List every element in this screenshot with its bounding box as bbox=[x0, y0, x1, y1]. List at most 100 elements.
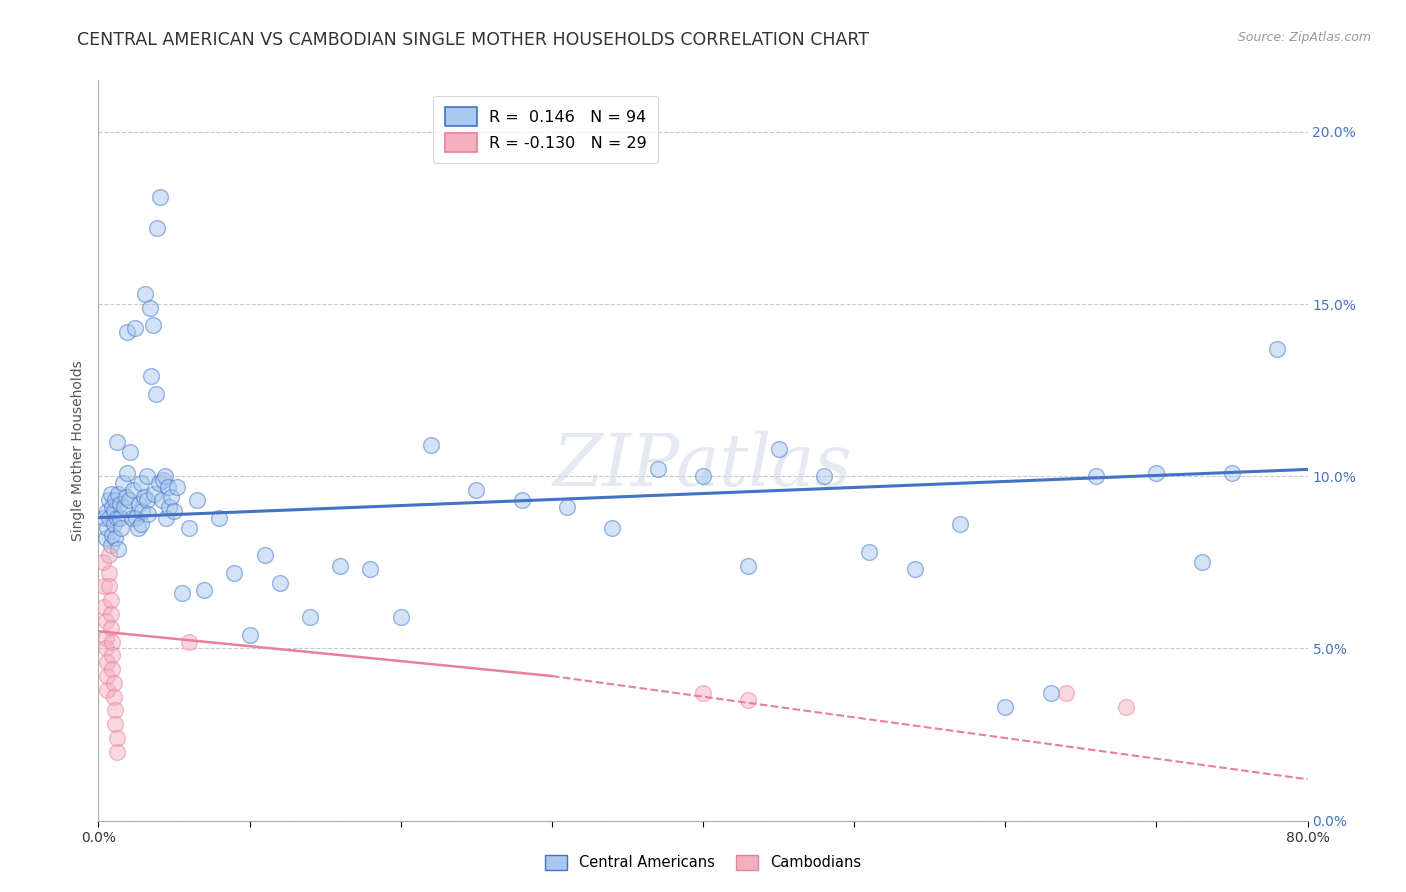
Point bbox=[127, 521, 149, 535]
Point bbox=[94, 531, 117, 545]
Legend: Central Americans, Cambodians: Central Americans, Cambodians bbox=[538, 848, 868, 876]
Point bbox=[96, 682, 118, 697]
Point bbox=[269, 576, 291, 591]
Point bbox=[100, 621, 122, 635]
Point bbox=[108, 497, 131, 511]
Point bbox=[121, 510, 143, 524]
Point bbox=[98, 493, 121, 508]
Point bbox=[96, 669, 118, 683]
Point bbox=[105, 745, 128, 759]
Point bbox=[125, 510, 148, 524]
Point bbox=[166, 480, 188, 494]
Point bbox=[465, 483, 488, 497]
Point bbox=[737, 558, 759, 573]
Point bbox=[104, 531, 127, 545]
Point bbox=[179, 521, 201, 535]
Point bbox=[111, 476, 134, 491]
Point bbox=[142, 318, 165, 332]
Legend: R =  0.146   N = 94, R = -0.130   N = 29: R = 0.146 N = 94, R = -0.130 N = 29 bbox=[433, 95, 658, 163]
Point bbox=[93, 510, 115, 524]
Point bbox=[135, 493, 157, 508]
Point bbox=[131, 504, 153, 518]
Point bbox=[179, 634, 201, 648]
Point bbox=[153, 469, 176, 483]
Point bbox=[239, 628, 262, 642]
Point bbox=[101, 662, 124, 676]
Point bbox=[139, 301, 162, 315]
Text: Source: ZipAtlas.com: Source: ZipAtlas.com bbox=[1237, 31, 1371, 45]
Point bbox=[141, 369, 163, 384]
Point bbox=[94, 614, 117, 628]
Point bbox=[100, 538, 122, 552]
Point bbox=[143, 486, 166, 500]
Point bbox=[155, 510, 177, 524]
Point bbox=[136, 507, 159, 521]
Point bbox=[114, 490, 136, 504]
Point bbox=[150, 493, 173, 508]
Point bbox=[134, 286, 156, 301]
Point bbox=[148, 476, 170, 491]
Point bbox=[132, 490, 155, 504]
Point bbox=[105, 510, 128, 524]
Point bbox=[160, 490, 183, 504]
Point bbox=[555, 500, 578, 515]
Point bbox=[96, 504, 118, 518]
Point bbox=[122, 483, 145, 497]
Point bbox=[1115, 700, 1137, 714]
Point bbox=[101, 648, 124, 663]
Point bbox=[737, 693, 759, 707]
Point bbox=[124, 321, 146, 335]
Point bbox=[1054, 686, 1077, 700]
Point bbox=[93, 600, 115, 615]
Point bbox=[208, 510, 231, 524]
Point bbox=[103, 690, 125, 704]
Point bbox=[145, 386, 167, 401]
Point bbox=[110, 521, 132, 535]
Point bbox=[135, 469, 157, 483]
Point bbox=[299, 610, 322, 624]
Point bbox=[253, 549, 276, 563]
Point bbox=[94, 641, 117, 656]
Point bbox=[118, 493, 141, 508]
Point bbox=[159, 500, 181, 515]
Point bbox=[389, 610, 412, 624]
Point bbox=[129, 517, 152, 532]
Point bbox=[91, 555, 114, 569]
Point bbox=[100, 607, 122, 621]
Point bbox=[1220, 466, 1243, 480]
Point bbox=[128, 497, 150, 511]
Point bbox=[647, 462, 669, 476]
Point bbox=[360, 562, 382, 576]
Point bbox=[115, 325, 138, 339]
Point bbox=[692, 469, 714, 483]
Point bbox=[1144, 466, 1167, 480]
Point bbox=[115, 466, 138, 480]
Point bbox=[96, 655, 118, 669]
Point bbox=[103, 517, 125, 532]
Point bbox=[120, 445, 142, 459]
Point bbox=[1191, 555, 1213, 569]
Point bbox=[129, 476, 152, 491]
Text: ZIPatlas: ZIPatlas bbox=[553, 430, 853, 500]
Point bbox=[510, 493, 533, 508]
Point bbox=[101, 634, 124, 648]
Point bbox=[104, 703, 127, 717]
Point bbox=[692, 686, 714, 700]
Point bbox=[156, 480, 179, 494]
Point bbox=[813, 469, 835, 483]
Point bbox=[107, 486, 129, 500]
Y-axis label: Single Mother Households: Single Mother Households bbox=[72, 360, 86, 541]
Point bbox=[103, 504, 125, 518]
Point bbox=[98, 510, 121, 524]
Point bbox=[146, 221, 169, 235]
Point bbox=[1267, 342, 1289, 356]
Point bbox=[100, 593, 122, 607]
Point bbox=[104, 493, 127, 508]
Point bbox=[94, 631, 117, 645]
Point bbox=[329, 558, 352, 573]
Point bbox=[149, 190, 172, 204]
Point bbox=[98, 566, 121, 580]
Point bbox=[103, 676, 125, 690]
Point bbox=[107, 541, 129, 556]
Point bbox=[420, 438, 443, 452]
